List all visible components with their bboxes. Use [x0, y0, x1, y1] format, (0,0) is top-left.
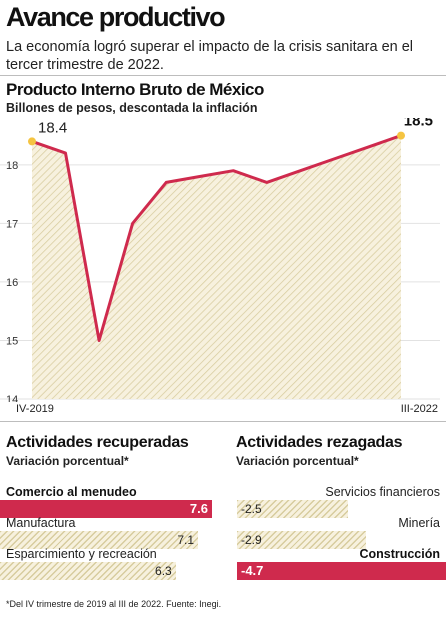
gdp-line-chart: 14 15 16 17 18 18.4 18.5 — [0, 118, 440, 402]
bar — [237, 531, 366, 549]
recovered-subtitle: Variación porcentual* — [6, 454, 129, 468]
bar-value-label: 7.1 — [177, 533, 195, 547]
page-title: Avance productivo — [6, 2, 226, 32]
bar — [237, 562, 446, 580]
recovered-title: Actividades recuperadas — [6, 434, 189, 451]
bar-value-label: -2.5 — [241, 502, 262, 516]
end-point — [397, 131, 405, 140]
category-label: Esparcimiento y recreación — [6, 547, 157, 561]
category-label: Minería — [398, 516, 440, 530]
y-tick-label: 16 — [6, 277, 18, 289]
bar-value-label: 7.6 — [189, 501, 208, 516]
bar-value-label: -2.9 — [241, 533, 262, 547]
start-value-label: 18.4 — [38, 119, 67, 136]
lagging-subtitle: Variación porcentual* — [236, 454, 359, 468]
footnote: *Del IV trimestre de 2019 al III de 2022… — [6, 599, 222, 609]
start-point — [28, 137, 36, 146]
bar — [237, 500, 349, 518]
page-subtitle: La economía logró superar el impacto de … — [6, 39, 414, 73]
y-tick-label: 18 — [6, 160, 18, 172]
divider — [0, 75, 446, 76]
y-tick-label: 15 — [6, 335, 18, 347]
lagging-title: Actividades rezagadas — [236, 434, 403, 451]
gdp-chart-title: Producto Interno Bruto de México — [6, 80, 264, 99]
x-start-label: IV-2019 — [16, 403, 54, 415]
category-label: Comercio al menudeo — [6, 485, 137, 499]
category-label: Construcción — [359, 547, 440, 561]
bar-value-label: 6.3 — [155, 564, 172, 578]
gdp-chart-subtitle: Billones de pesos, descontada la inflaci… — [6, 101, 258, 115]
divider — [0, 421, 446, 422]
gdp-line — [31, 134, 402, 342]
gdp-area — [32, 135, 401, 399]
bar — [0, 500, 212, 518]
x-end-label: III-2022 — [400, 403, 438, 415]
category-label: Manufactura — [6, 516, 76, 530]
bar — [0, 531, 199, 549]
bar-value-label: -4.7 — [241, 563, 264, 578]
bar — [0, 562, 176, 580]
y-tick-label: 14 — [6, 394, 18, 402]
y-tick-label: 17 — [6, 218, 18, 230]
end-value-label: 18.5 — [404, 118, 433, 130]
category-label: Servicios financieros — [325, 485, 440, 499]
